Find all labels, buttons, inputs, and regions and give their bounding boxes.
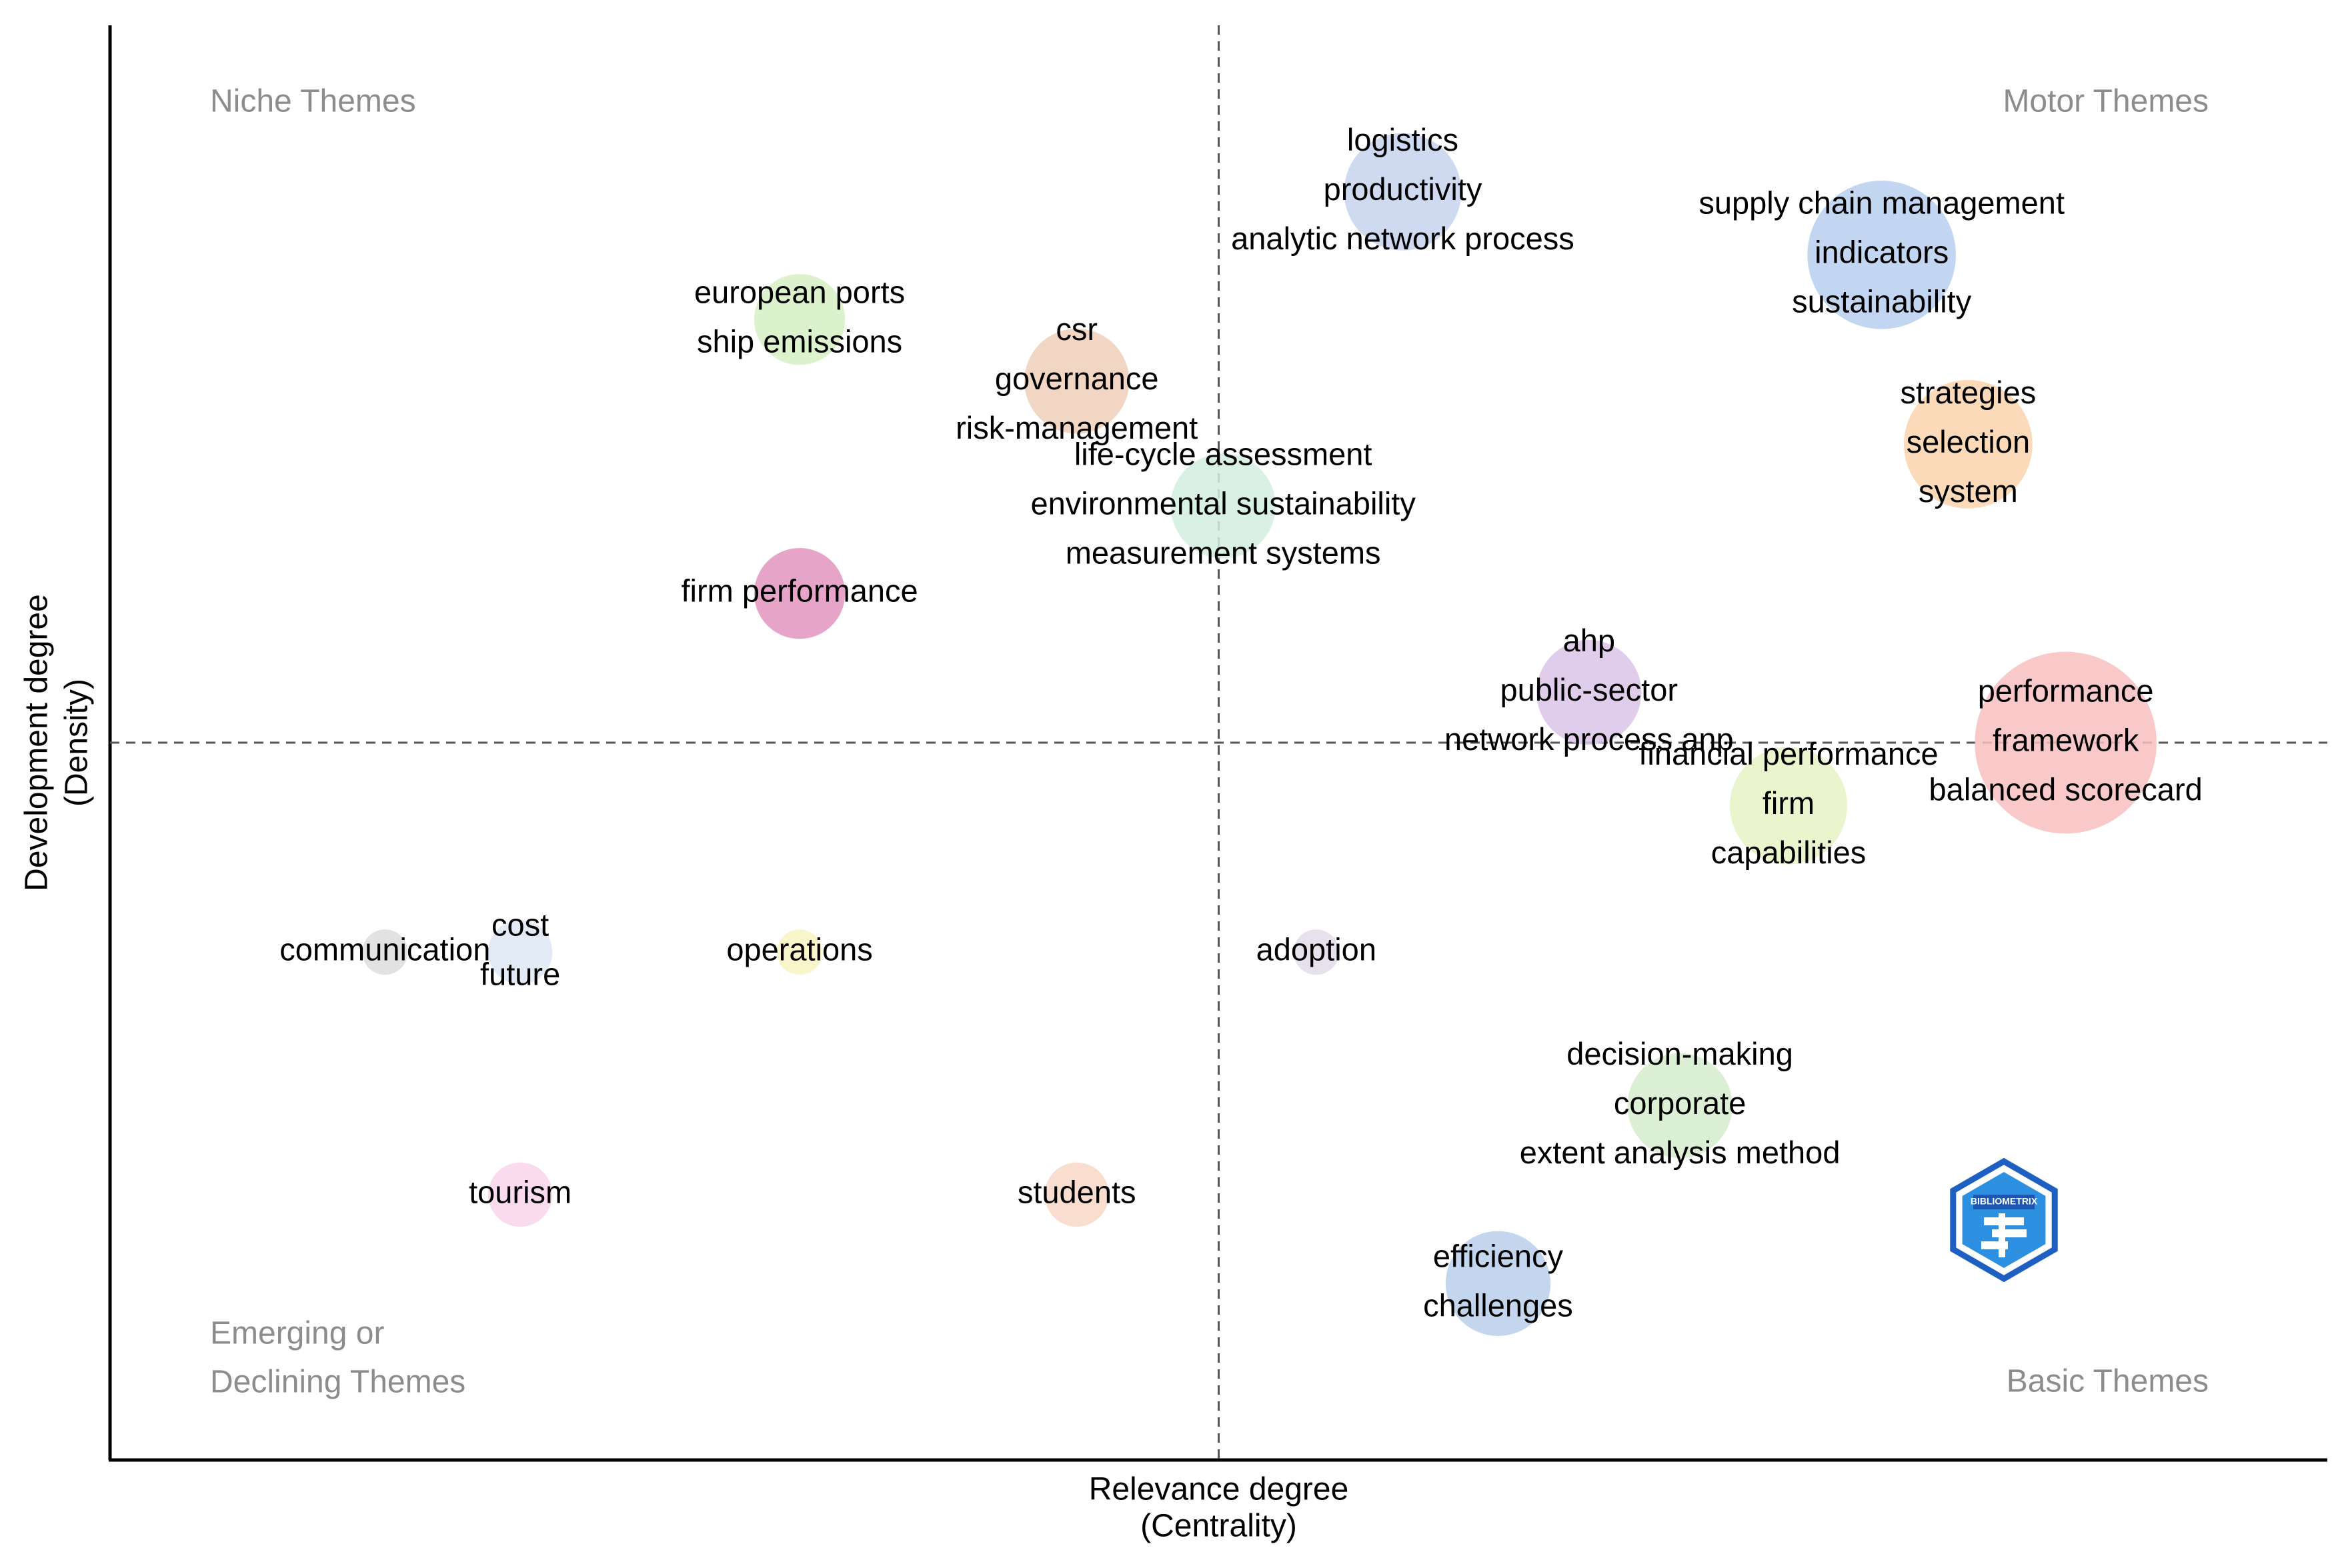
label-risk-management: risk-management: [956, 410, 1198, 445]
label-governance: governance: [995, 361, 1159, 396]
bubble-efficiency: [1445, 1231, 1551, 1337]
quadrant-labels: Niche Themes Motor Themes Emerging or Decli…: [210, 84, 2209, 1400]
label-framework: framework: [1993, 722, 2139, 757]
label-decision-making: decision-making: [1566, 1036, 1793, 1071]
label-ahp: ahp: [1563, 623, 1615, 658]
label-measurement-systems: measurement systems: [1066, 535, 1381, 570]
label-cost: cost: [491, 907, 549, 943]
label-indicators: indicators: [1815, 235, 1949, 270]
quadrant-label-bottom-left: Declining Themes: [210, 1365, 465, 1400]
x-axis-title: Relevance degree: [1089, 1472, 1349, 1507]
bubble-decision-making: [1627, 1053, 1732, 1159]
bubble-life-cycle-assessment: [1170, 453, 1276, 559]
bubble-adoption: [1293, 929, 1339, 975]
bubble-operations: [776, 929, 823, 975]
bubble-performance: [1975, 651, 2157, 834]
label-strategies: strategies: [1900, 375, 2036, 410]
label-firm-performance: firm performance: [681, 573, 918, 609]
quadrant-label-bottom-left: Emerging or: [210, 1316, 384, 1351]
watermark-text: BIBLIOMETRIX: [1971, 1196, 2038, 1207]
bubble-ahp: [1536, 639, 1642, 745]
label-capabilities: capabilities: [1711, 835, 1867, 870]
label-european-ports: european ports: [694, 275, 905, 310]
label-network-process-anp: network process anp: [1444, 721, 1734, 757]
label-environmental-sustainability: environmental sustainability: [1030, 485, 1416, 521]
label-firm: firm: [1763, 785, 1815, 821]
y-axis-subtitle: (Density): [59, 679, 95, 807]
label-corporate: corporate: [1614, 1085, 1746, 1121]
bubble-supply-chain-management: [1807, 181, 1956, 329]
label-system: system: [1919, 473, 2018, 509]
axis-titles: Relevance degree(Centrality) Development …: [19, 594, 1349, 1544]
label-life-cycle-assessment: life-cycle assessment: [1074, 436, 1372, 471]
label-csr: csr: [1056, 311, 1098, 347]
label-financial-performance: financial performance: [1638, 736, 1938, 771]
bubble-communication: [362, 929, 408, 975]
label-future: future: [480, 957, 560, 992]
label-tourism: tourism: [469, 1174, 571, 1209]
bubble-students: [1044, 1162, 1109, 1227]
label-logistics: logistics: [1347, 122, 1458, 157]
label-operations: operations: [726, 932, 873, 967]
y-axis-title: Development degree: [19, 594, 55, 891]
bubble-csr: [1024, 328, 1130, 434]
quadrant-label-bottom-right: Basic Themes: [2007, 1364, 2209, 1399]
label-analytic-network-process: analytic network process: [1231, 221, 1574, 256]
label-extent-analysis-method: extent analysis method: [1520, 1135, 1841, 1170]
bubble-tourism: [487, 1162, 553, 1227]
cluster-bubbles: [362, 133, 2157, 1337]
label-public-sector: public-sector: [1500, 672, 1678, 707]
label-students: students: [1018, 1174, 1136, 1209]
bubble-cost: [487, 919, 553, 985]
label-supply-chain-management: supply chain management: [1698, 185, 2065, 221]
median-lines: [110, 25, 2327, 1460]
label-productivity: productivity: [1324, 171, 1482, 207]
bibliometrix-logo-icon: BIBLIOMETRIX: [1950, 1157, 2058, 1283]
label-sustainability: sustainability: [1792, 284, 1972, 319]
cluster-labels: logistics productivity analytic network pr…: [279, 122, 2202, 1323]
label-balanced-scorecard: balanced scorecard: [1929, 771, 2203, 807]
label-efficiency: efficiency: [1433, 1239, 1564, 1274]
bubble-financial-performance: [1730, 747, 1848, 865]
bubble-firm-performance: [754, 548, 846, 639]
bubble-european-ports: [754, 273, 846, 365]
quadrant-label-top-left: Niche Themes: [210, 84, 416, 119]
label-adoption: adoption: [1256, 932, 1376, 967]
label-ship-emissions: ship emissions: [697, 324, 902, 359]
label-challenges: challenges: [1423, 1288, 1573, 1323]
quadrant-label-top-right: Motor Themes: [2003, 84, 2209, 119]
label-communication: communication: [279, 932, 490, 967]
x-axis-subtitle: (Centrality): [1140, 1509, 1297, 1544]
label-performance: performance: [1978, 673, 2154, 708]
bubble-logistics: [1344, 133, 1462, 251]
bubble-strategies: [1903, 379, 2033, 509]
label-selection: selection: [1907, 424, 2031, 459]
